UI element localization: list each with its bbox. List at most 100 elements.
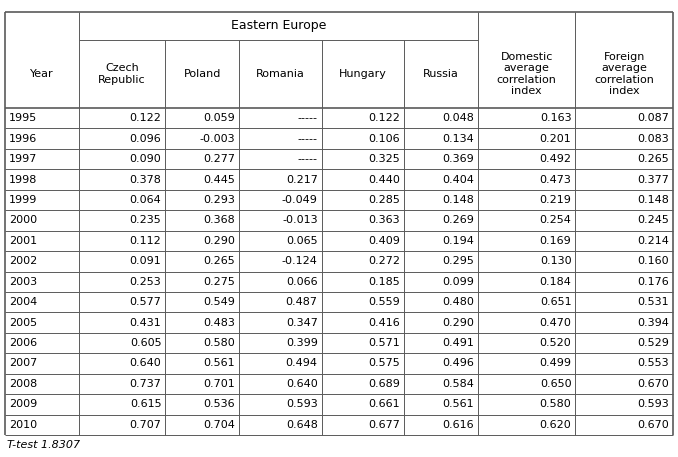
Text: 0.473: 0.473: [540, 175, 572, 185]
Text: 0.404: 0.404: [442, 175, 474, 185]
Text: 0.499: 0.499: [540, 358, 572, 368]
Text: 0.091: 0.091: [129, 256, 161, 266]
Text: 0.661: 0.661: [368, 399, 400, 409]
Text: 0.254: 0.254: [540, 215, 572, 225]
Text: 0.492: 0.492: [540, 154, 572, 164]
Text: -0.124: -0.124: [282, 256, 318, 266]
Text: 0.520: 0.520: [540, 338, 572, 348]
Text: 0.219: 0.219: [540, 195, 572, 205]
Text: Romania: Romania: [256, 69, 305, 79]
Text: 0.561: 0.561: [203, 358, 235, 368]
Text: 0.593: 0.593: [286, 399, 318, 409]
Text: 0.134: 0.134: [442, 133, 474, 143]
Text: 0.689: 0.689: [368, 379, 400, 389]
Text: 0.099: 0.099: [442, 277, 474, 287]
Text: 0.571: 0.571: [368, 338, 400, 348]
Text: 0.148: 0.148: [637, 195, 669, 205]
Text: 0.394: 0.394: [637, 318, 669, 328]
Text: 0.440: 0.440: [368, 175, 400, 185]
Text: 0.531: 0.531: [637, 297, 669, 307]
Text: 1999: 1999: [9, 195, 37, 205]
Text: 0.106: 0.106: [368, 133, 400, 143]
Text: 0.269: 0.269: [442, 215, 474, 225]
Text: 0.265: 0.265: [203, 256, 235, 266]
Text: 2003: 2003: [9, 277, 37, 287]
Text: 0.235: 0.235: [129, 215, 161, 225]
Text: Poland: Poland: [184, 69, 221, 79]
Text: 0.184: 0.184: [540, 277, 572, 287]
Text: 0.378: 0.378: [129, 175, 161, 185]
Text: 0.185: 0.185: [368, 277, 400, 287]
Text: Russia: Russia: [423, 69, 459, 79]
Text: 0.640: 0.640: [129, 358, 161, 368]
Text: 0.214: 0.214: [637, 236, 669, 246]
Text: 2008: 2008: [9, 379, 37, 389]
Text: 2004: 2004: [9, 297, 37, 307]
Text: 0.096: 0.096: [129, 133, 161, 143]
Text: 0.285: 0.285: [368, 195, 400, 205]
Text: 2001: 2001: [9, 236, 37, 246]
Text: 2010: 2010: [9, 420, 37, 430]
Text: 2002: 2002: [9, 256, 37, 266]
Text: 0.293: 0.293: [203, 195, 235, 205]
Text: 0.130: 0.130: [540, 256, 572, 266]
Text: Foreign
average
correlation
index: Foreign average correlation index: [594, 52, 654, 96]
Text: 0.201: 0.201: [540, 133, 572, 143]
Text: 0.480: 0.480: [442, 297, 474, 307]
Text: 0.559: 0.559: [368, 297, 400, 307]
Text: 0.148: 0.148: [442, 195, 474, 205]
Text: 0.580: 0.580: [540, 399, 572, 409]
Text: 0.275: 0.275: [203, 277, 235, 287]
Text: 0.368: 0.368: [203, 215, 235, 225]
Text: 0.290: 0.290: [203, 236, 235, 246]
Text: 0.066: 0.066: [286, 277, 318, 287]
Text: 0.651: 0.651: [540, 297, 572, 307]
Text: 0.163: 0.163: [540, 113, 572, 123]
Text: 0.377: 0.377: [637, 175, 669, 185]
Text: 0.707: 0.707: [129, 420, 161, 430]
Text: Year: Year: [30, 69, 54, 79]
Text: 0.048: 0.048: [442, 113, 474, 123]
Text: 0.416: 0.416: [368, 318, 400, 328]
Text: 0.369: 0.369: [442, 154, 474, 164]
Text: 2005: 2005: [9, 318, 37, 328]
Text: 0.295: 0.295: [442, 256, 474, 266]
Text: 0.620: 0.620: [540, 420, 572, 430]
Text: 0.122: 0.122: [368, 113, 400, 123]
Text: 0.217: 0.217: [285, 175, 318, 185]
Text: 2000: 2000: [9, 215, 37, 225]
Text: 0.580: 0.580: [203, 338, 235, 348]
Text: 0.593: 0.593: [637, 399, 669, 409]
Text: 0.491: 0.491: [442, 338, 474, 348]
Text: 2006: 2006: [9, 338, 37, 348]
Text: 1997: 1997: [9, 154, 37, 164]
Text: 1996: 1996: [9, 133, 37, 143]
Text: 0.616: 0.616: [442, 420, 474, 430]
Text: 0.648: 0.648: [285, 420, 318, 430]
Text: 0.090: 0.090: [129, 154, 161, 164]
Text: -----: -----: [298, 154, 318, 164]
Text: 0.083: 0.083: [637, 133, 669, 143]
Text: 0.347: 0.347: [285, 318, 318, 328]
Text: 0.640: 0.640: [286, 379, 318, 389]
Text: 0.059: 0.059: [203, 113, 235, 123]
Text: 0.470: 0.470: [540, 318, 572, 328]
Text: 0.176: 0.176: [637, 277, 669, 287]
Text: 0.496: 0.496: [442, 358, 474, 368]
Text: 0.065: 0.065: [286, 236, 318, 246]
Text: 0.431: 0.431: [129, 318, 161, 328]
Text: 0.087: 0.087: [637, 113, 669, 123]
Text: 0.483: 0.483: [203, 318, 235, 328]
Text: 0.737: 0.737: [129, 379, 161, 389]
Text: Czech
Republic: Czech Republic: [98, 63, 146, 85]
Text: -----: -----: [298, 133, 318, 143]
Text: 0.399: 0.399: [285, 338, 318, 348]
Text: 1998: 1998: [9, 175, 37, 185]
Text: 0.704: 0.704: [203, 420, 235, 430]
Text: 0.605: 0.605: [130, 338, 161, 348]
Text: 0.325: 0.325: [368, 154, 400, 164]
Text: 1995: 1995: [9, 113, 37, 123]
Text: 0.272: 0.272: [368, 256, 400, 266]
Text: 0.363: 0.363: [368, 215, 400, 225]
Text: 0.677: 0.677: [368, 420, 400, 430]
